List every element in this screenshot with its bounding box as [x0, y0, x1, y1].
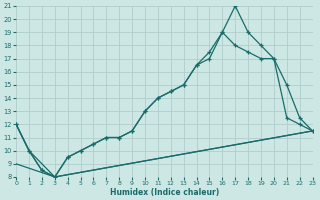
- X-axis label: Humidex (Indice chaleur): Humidex (Indice chaleur): [110, 188, 219, 197]
